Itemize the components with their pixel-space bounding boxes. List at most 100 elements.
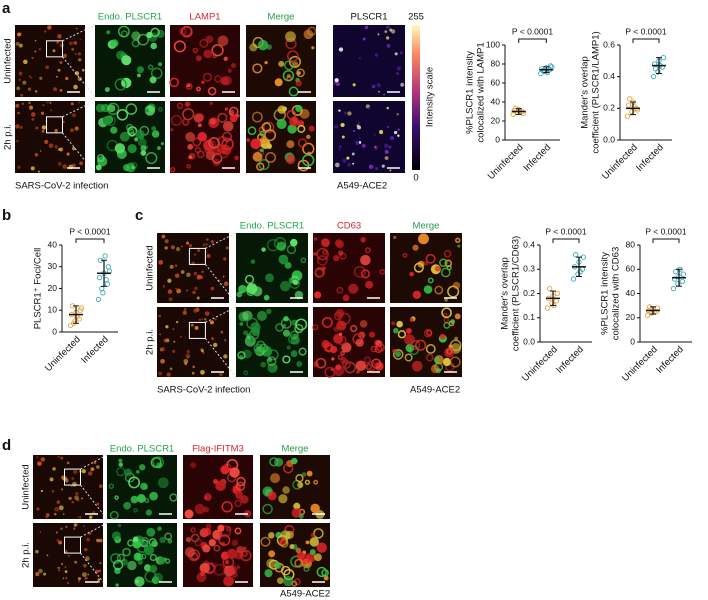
micrograph-spot <box>64 566 67 569</box>
micrograph-spot <box>209 320 214 325</box>
micrograph-spot <box>412 244 419 251</box>
micrograph-spot <box>274 457 284 467</box>
micrograph-spot <box>455 237 461 244</box>
micrograph-spot <box>43 572 47 576</box>
micrograph-spot <box>101 103 110 113</box>
micrograph-spot <box>57 540 62 545</box>
micrograph-spot <box>358 122 361 125</box>
micrograph-spot <box>240 550 252 562</box>
micrograph-spot <box>338 332 343 337</box>
data-point <box>105 264 112 270</box>
micrograph-spot <box>144 108 149 113</box>
micrograph-spot <box>170 245 176 250</box>
micrograph-spot <box>134 576 145 587</box>
zoom-guide <box>80 454 108 470</box>
micrograph-spot <box>15 41 20 46</box>
micrograph-spot <box>229 114 238 123</box>
data-point <box>553 298 559 304</box>
micrograph-spot <box>140 150 147 156</box>
micrograph-spot <box>339 252 347 260</box>
micrograph-spot <box>175 247 181 252</box>
micrograph-spot <box>385 36 390 40</box>
micrograph-spot <box>114 495 119 500</box>
micrograph-spot <box>41 125 47 130</box>
micrograph-spot <box>323 575 329 581</box>
y-axis-label: colocalized with LAMP1 <box>476 42 487 142</box>
micrograph-spot <box>231 539 239 547</box>
micrograph-spot <box>365 280 374 289</box>
micrograph-spot <box>116 108 129 121</box>
micrograph-spot <box>111 531 121 541</box>
micrograph-spot <box>225 246 229 250</box>
micrograph-spot <box>59 42 65 48</box>
micrograph-spot <box>73 528 76 530</box>
micrograph-spot <box>17 111 20 115</box>
micrograph-spot <box>62 53 67 58</box>
micrograph-spot <box>185 82 193 90</box>
micrograph-spot <box>157 146 161 150</box>
micrograph-spot <box>439 333 446 340</box>
micrograph-spot <box>427 277 434 284</box>
data-point <box>99 285 105 292</box>
micrograph-spot <box>234 499 242 508</box>
column-header: LAMP1 <box>189 12 220 23</box>
y-tick-label: 20 <box>626 312 636 322</box>
micrograph-spot <box>246 138 251 143</box>
micrograph-spot <box>45 515 49 519</box>
micrograph-spot <box>226 548 237 559</box>
micrograph-spot <box>121 55 132 66</box>
micrograph-spot <box>179 27 187 36</box>
micrograph-spot <box>186 272 191 278</box>
micrograph-spot <box>138 464 146 471</box>
micrograph-spot <box>16 86 21 91</box>
micrograph-spot <box>221 145 232 156</box>
zoom-guide <box>205 264 237 304</box>
micrograph-spot <box>96 465 100 469</box>
micrograph-spot <box>145 151 158 165</box>
micrograph-spot <box>266 44 272 50</box>
micrograph-spot <box>236 565 241 570</box>
micrograph-spot <box>201 318 204 320</box>
micrograph-spot <box>145 509 152 516</box>
micrograph-spot <box>396 72 399 75</box>
micrograph-spot <box>294 558 304 568</box>
micrograph-spot <box>149 553 158 562</box>
p-value: P < 0.0001 <box>645 226 686 236</box>
micrograph-spot <box>38 48 42 51</box>
micrograph-spot <box>374 345 383 354</box>
micrograph-spot <box>174 273 180 278</box>
micrograph-spot <box>39 76 43 80</box>
micrograph-spot <box>166 372 171 377</box>
micrograph-spot <box>162 284 166 288</box>
row-label: 2h p.i. <box>3 124 14 150</box>
micrograph-spot <box>78 58 82 62</box>
micrograph-spot <box>250 338 254 343</box>
micrograph-spot <box>71 477 75 480</box>
micrograph-spot <box>197 150 205 159</box>
micrograph-spot <box>197 248 201 252</box>
micrograph-spot <box>79 38 82 41</box>
micrograph-spot <box>59 88 63 92</box>
micrograph-spot <box>353 265 366 278</box>
micrograph-spot <box>118 458 123 463</box>
micrograph-spot <box>44 30 47 33</box>
micrograph-spot <box>73 41 78 45</box>
micrograph-spot <box>295 80 303 87</box>
micrograph-spot <box>397 134 400 137</box>
micrograph-spot <box>184 101 191 107</box>
significance-bracket <box>75 238 105 243</box>
micrograph-spot <box>133 508 138 513</box>
micrograph-spot <box>15 103 20 108</box>
y-axis-label: %PLSCR1 intensity <box>600 252 611 335</box>
micrograph-spot <box>295 318 308 331</box>
column-header: Endo. PLSCR1 <box>98 12 162 23</box>
micrograph-spot <box>264 129 277 142</box>
micrograph-spot <box>203 527 212 536</box>
micrograph-spot <box>238 284 247 294</box>
micrograph-spot <box>362 37 366 41</box>
micrograph-spot <box>185 131 195 142</box>
micrograph-spot <box>54 512 57 516</box>
x-tick-label: Infected <box>79 334 111 366</box>
x-tick-label: Uninfected <box>43 334 83 374</box>
row-label: Uninfected <box>21 464 32 509</box>
